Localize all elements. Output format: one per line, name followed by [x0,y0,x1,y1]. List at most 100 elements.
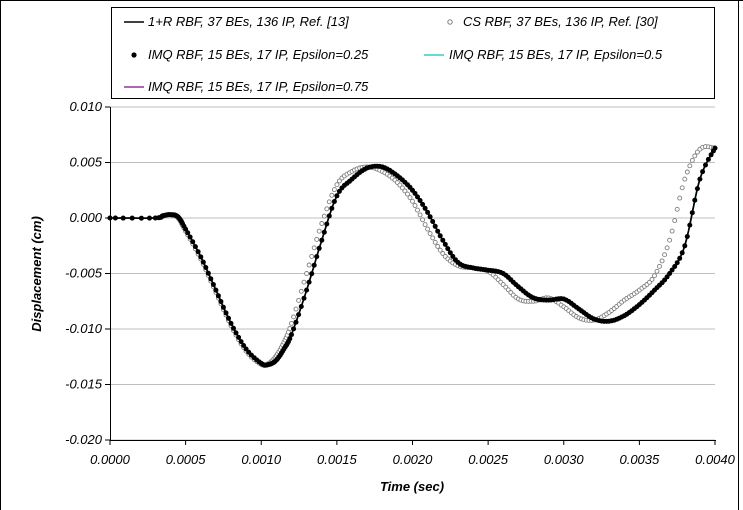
data-point [326,199,332,205]
legend-box [111,7,715,99]
data-point [672,264,678,269]
data-point [200,259,206,265]
x-tick-label: 0.0025 [468,452,509,467]
data-point [692,197,698,203]
data-point [657,263,662,269]
data-point [311,245,317,251]
data-point [218,299,224,304]
data-point [687,222,693,228]
data-point [679,185,685,191]
data-point [703,162,708,168]
x-tick-label: 0.0010 [241,452,282,467]
data-point [417,212,423,218]
data-point [415,194,420,200]
data-point [293,306,299,312]
x-tick-label: 0.0035 [619,452,660,467]
data-point [228,320,234,326]
data-point [223,310,229,316]
data-point [296,297,302,303]
data-point [684,234,690,239]
data-point [422,222,428,228]
data-point [700,169,706,175]
data-point [198,254,204,260]
data-point [329,192,335,198]
data-point [682,243,688,249]
data-point [667,237,673,243]
data-point [296,312,302,318]
data-point [309,253,315,259]
data-point [399,185,405,191]
data-point [291,314,297,320]
data-point [203,265,209,270]
x-tick-label: 0.0015 [317,452,358,467]
data-point [192,244,198,250]
data-point [298,288,304,294]
data-point [659,258,665,264]
data-point [425,209,431,215]
x-axis-ticks: 0.0000 0.0005 0.0010 0.0015 0.0020 0.0025 0.00… [90,440,736,467]
legend-swatch-filled-marker [131,52,137,58]
data-point [129,215,135,221]
data-point [316,228,322,234]
legend-label-imq-075: IMQ RBF, 15 BEs, 17 IP, Epsilon=0.75 [148,79,369,94]
data-point [213,287,219,293]
series-layer [107,144,718,368]
x-tick-label: 0.0005 [166,452,207,467]
data-point [331,187,337,193]
data-point [692,153,698,159]
data-point [435,243,441,249]
data-point [667,271,673,276]
data-point [187,234,193,240]
data-point [210,282,216,287]
data-point [309,271,315,277]
data-point [190,239,196,245]
data-point [314,254,320,260]
data-point [236,334,242,340]
data-point [432,223,438,229]
data-point [689,157,695,163]
data-point [147,215,152,221]
data-point [682,176,688,182]
data-point [226,315,231,321]
data-point [208,276,214,282]
data-point [183,226,189,232]
data-point [319,221,325,226]
data-point [241,343,247,348]
data-point [410,198,415,204]
data-point [435,228,441,234]
data-point [107,215,113,221]
data-point [422,205,428,211]
series-2 [107,145,718,368]
y-axis-ticks: 0.010 0.005 0.000 -0.005 -0.010 -0.015 -0.020 [65,99,110,447]
data-point [430,235,436,241]
data-point [652,273,657,279]
data-point [427,214,433,220]
data-point [694,186,700,192]
data-point [679,250,685,256]
data-point [112,215,118,221]
data-point [334,182,340,188]
data-point [677,195,683,201]
data-point [205,270,211,276]
data-point [289,332,294,338]
data-point [331,199,337,204]
data-point [120,215,126,221]
data-point [649,276,655,282]
data-point [442,241,448,247]
data-point [402,188,408,194]
y-tick-label: 0.010 [69,99,102,114]
data-point [301,279,307,285]
data-point [405,191,410,197]
data-point [654,268,660,274]
data-point [447,250,453,256]
data-point [440,237,446,243]
data-point [321,229,327,235]
data-point [445,246,451,252]
legend-label-imq-05: IMQ RBF, 15 BEs, 17 IP, Epsilon=0.5 [449,47,663,62]
gridlines [110,106,715,441]
data-point [420,217,426,223]
data-point [287,336,293,342]
data-point [306,279,312,285]
